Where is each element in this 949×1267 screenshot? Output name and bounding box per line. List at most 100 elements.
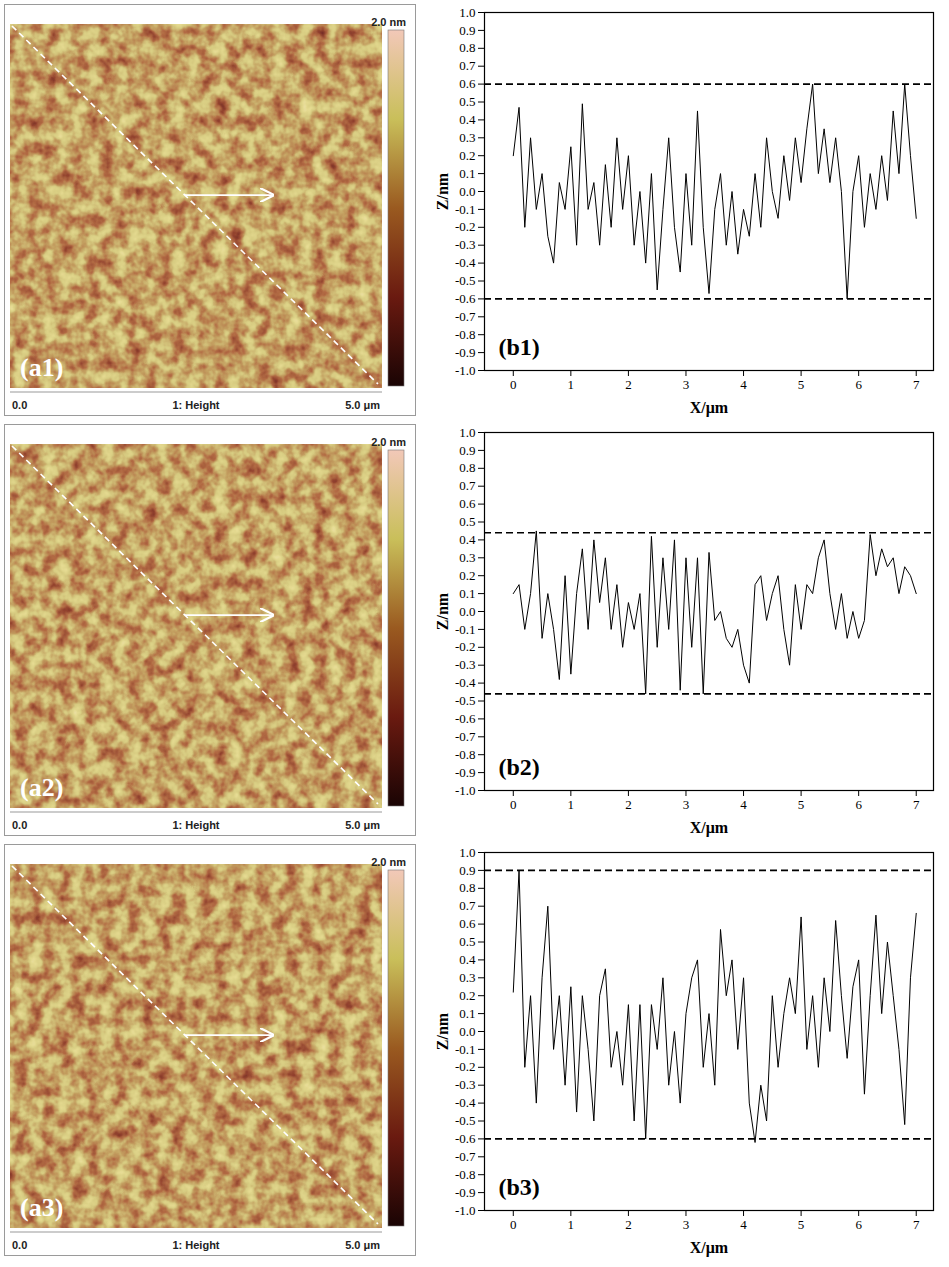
- svg-text:0.8: 0.8: [459, 460, 475, 475]
- svg-text:0.5: 0.5: [459, 94, 475, 109]
- svg-text:0.5: 0.5: [459, 514, 475, 529]
- svg-text:0.9: 0.9: [459, 443, 475, 458]
- svg-text:(b2): (b2): [499, 754, 540, 780]
- svg-text:0.5: 0.5: [459, 934, 475, 949]
- svg-text:-0.6: -0.6: [455, 291, 476, 306]
- svg-text:5.0 μm: 5.0 μm: [345, 1239, 380, 1251]
- svg-text:-0.8: -0.8: [455, 1167, 476, 1182]
- svg-text:(b1): (b1): [499, 334, 540, 360]
- svg-text:1.0: 1.0: [459, 5, 475, 20]
- svg-text:2: 2: [625, 1217, 632, 1232]
- svg-text:0.7: 0.7: [459, 478, 476, 493]
- svg-text:0.0: 0.0: [459, 1024, 475, 1039]
- svg-text:0.1: 0.1: [459, 166, 475, 181]
- svg-text:0.0: 0.0: [459, 184, 475, 199]
- svg-text:5: 5: [798, 797, 805, 812]
- svg-text:1.0: 1.0: [459, 425, 475, 440]
- svg-text:0.9: 0.9: [459, 863, 475, 878]
- svg-text:0.3: 0.3: [459, 130, 475, 145]
- svg-text:0.8: 0.8: [459, 880, 475, 895]
- svg-text:X/μm: X/μm: [690, 399, 729, 417]
- svg-text:5.0 μm: 5.0 μm: [345, 819, 380, 831]
- svg-text:(a3): (a3): [20, 1193, 63, 1222]
- svg-text:Z/nm: Z/nm: [434, 592, 451, 630]
- svg-text:-0.9: -0.9: [455, 1185, 476, 1200]
- svg-text:4: 4: [740, 377, 747, 392]
- svg-text:-0.8: -0.8: [455, 327, 476, 342]
- svg-text:-0.4: -0.4: [455, 255, 476, 270]
- svg-text:0.7: 0.7: [459, 58, 476, 73]
- svg-text:0: 0: [510, 1217, 517, 1232]
- svg-text:(a2): (a2): [20, 773, 63, 802]
- svg-text:1: 1: [568, 377, 575, 392]
- svg-text:3: 3: [683, 377, 690, 392]
- svg-text:0.4: 0.4: [459, 112, 476, 127]
- svg-text:2.0 nm: 2.0 nm: [371, 856, 406, 868]
- svg-text:0.4: 0.4: [459, 532, 476, 547]
- svg-text:-0.3: -0.3: [455, 237, 476, 252]
- svg-text:1: Height: 1: Height: [172, 399, 219, 411]
- svg-text:5.0 μm: 5.0 μm: [345, 399, 380, 411]
- svg-text:-0.1: -0.1: [455, 202, 476, 217]
- svg-text:0.8: 0.8: [459, 40, 475, 55]
- svg-text:-0.7: -0.7: [455, 729, 476, 744]
- svg-text:0.9: 0.9: [459, 23, 475, 38]
- svg-text:0.4: 0.4: [459, 952, 476, 967]
- svg-text:1.0: 1.0: [459, 845, 475, 860]
- svg-text:0.2: 0.2: [459, 988, 475, 1003]
- svg-text:2: 2: [625, 377, 632, 392]
- svg-text:0.0: 0.0: [12, 1239, 27, 1251]
- svg-text:7: 7: [913, 797, 920, 812]
- svg-text:0: 0: [510, 377, 517, 392]
- svg-text:6: 6: [855, 1217, 862, 1232]
- svg-text:-0.6: -0.6: [455, 711, 476, 726]
- svg-text:1: 1: [568, 797, 575, 812]
- svg-text:0.6: 0.6: [459, 916, 476, 931]
- svg-text:-0.7: -0.7: [455, 309, 476, 324]
- svg-text:4: 4: [740, 1217, 747, 1232]
- svg-text:0.0: 0.0: [459, 604, 475, 619]
- svg-text:0.0: 0.0: [12, 399, 27, 411]
- svg-text:-0.5: -0.5: [455, 693, 476, 708]
- svg-text:-0.3: -0.3: [455, 657, 476, 672]
- svg-text:0.3: 0.3: [459, 970, 475, 985]
- svg-text:-0.2: -0.2: [455, 1059, 476, 1074]
- svg-text:-0.4: -0.4: [455, 1095, 476, 1110]
- svg-text:0.3: 0.3: [459, 550, 475, 565]
- svg-text:6: 6: [855, 377, 862, 392]
- svg-text:-0.1: -0.1: [455, 622, 476, 637]
- svg-text:X/μm: X/μm: [690, 1239, 729, 1257]
- svg-text:0.0: 0.0: [12, 819, 27, 831]
- svg-text:1: Height: 1: Height: [172, 819, 219, 831]
- svg-text:6: 6: [855, 797, 862, 812]
- svg-text:-1.0: -1.0: [455, 1203, 476, 1218]
- svg-text:2.0 nm: 2.0 nm: [371, 16, 406, 28]
- svg-text:-0.5: -0.5: [455, 273, 476, 288]
- svg-text:0.1: 0.1: [459, 1006, 475, 1021]
- svg-text:-0.2: -0.2: [455, 219, 476, 234]
- svg-text:X/μm: X/μm: [690, 819, 729, 837]
- svg-text:-0.9: -0.9: [455, 765, 476, 780]
- svg-text:-0.9: -0.9: [455, 345, 476, 360]
- svg-text:-0.5: -0.5: [455, 1113, 476, 1128]
- svg-text:Z/nm: Z/nm: [434, 1012, 451, 1050]
- svg-text:-0.7: -0.7: [455, 1149, 476, 1164]
- svg-text:-0.1: -0.1: [455, 1042, 476, 1057]
- svg-text:3: 3: [683, 1217, 690, 1232]
- svg-text:5: 5: [798, 377, 805, 392]
- svg-text:0.6: 0.6: [459, 496, 476, 511]
- svg-text:1: Height: 1: Height: [172, 1239, 219, 1251]
- svg-text:(a1): (a1): [20, 353, 63, 382]
- svg-text:0: 0: [510, 797, 517, 812]
- svg-text:2: 2: [625, 797, 632, 812]
- svg-text:-1.0: -1.0: [455, 363, 476, 378]
- svg-text:4: 4: [740, 797, 747, 812]
- svg-text:3: 3: [683, 797, 690, 812]
- svg-text:-0.6: -0.6: [455, 1131, 476, 1146]
- svg-text:0.6: 0.6: [459, 76, 476, 91]
- svg-text:0.1: 0.1: [459, 586, 475, 601]
- svg-text:Z/nm: Z/nm: [434, 172, 451, 210]
- svg-text:-0.2: -0.2: [455, 639, 476, 654]
- svg-text:0.2: 0.2: [459, 568, 475, 583]
- svg-text:-0.3: -0.3: [455, 1077, 476, 1092]
